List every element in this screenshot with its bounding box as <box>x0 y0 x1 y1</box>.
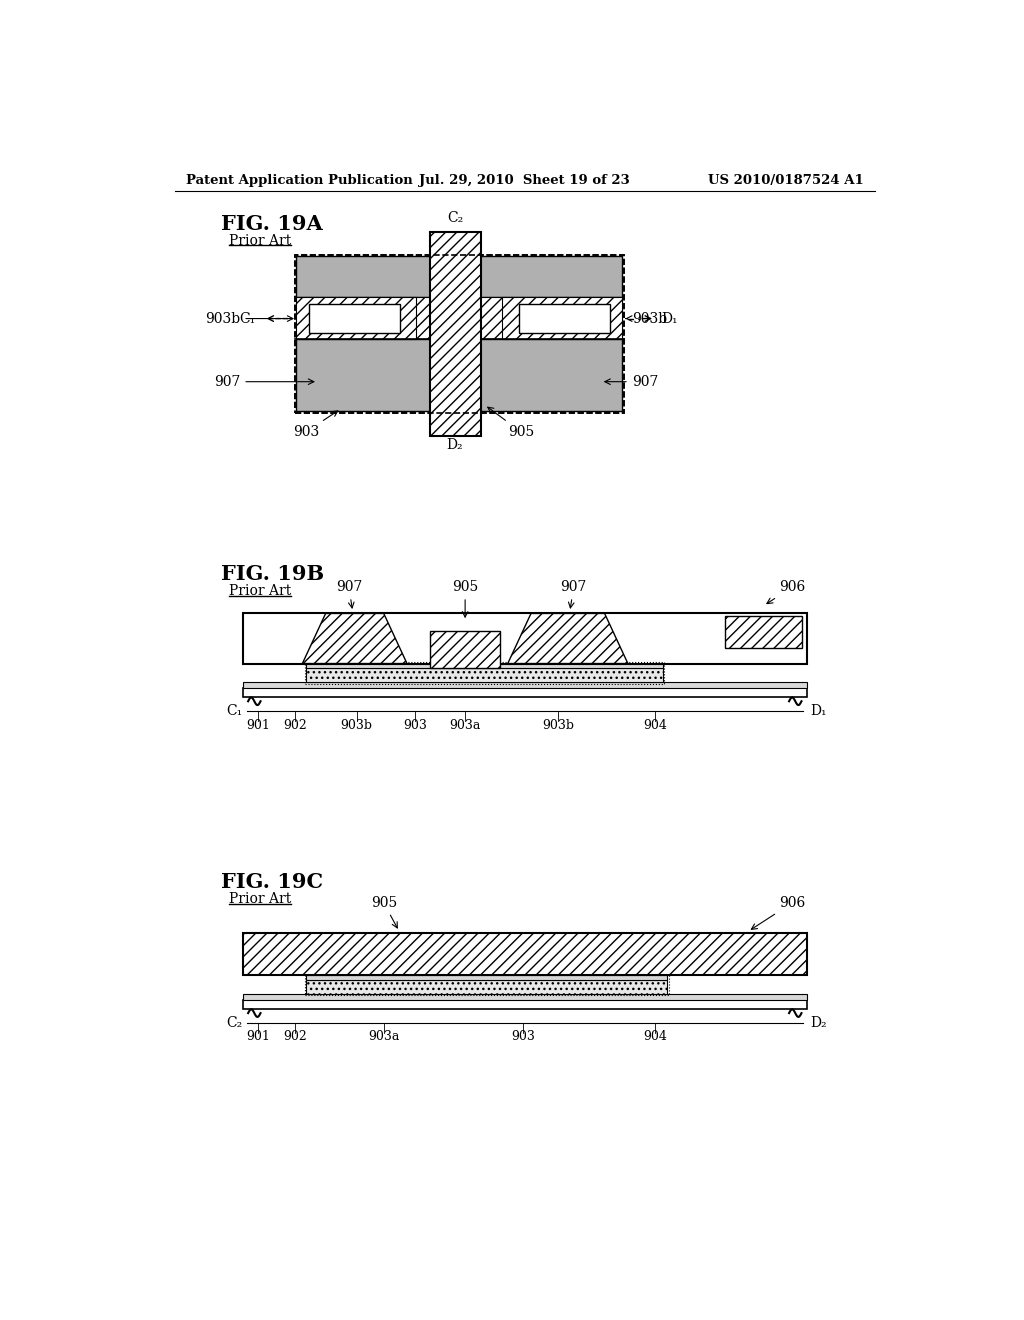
Text: 907: 907 <box>605 375 658 388</box>
Text: 903: 903 <box>293 411 338 438</box>
Bar <box>306 664 663 668</box>
Text: FIG. 19B: FIG. 19B <box>221 564 325 585</box>
Text: Patent Application Publication: Patent Application Publication <box>186 174 413 187</box>
Bar <box>306 979 668 994</box>
Text: 901: 901 <box>246 1031 270 1044</box>
Polygon shape <box>508 614 628 664</box>
Bar <box>518 304 610 333</box>
Text: 906: 906 <box>767 581 805 603</box>
Text: 903b: 903b <box>341 718 373 731</box>
Bar <box>305 975 669 995</box>
Bar <box>725 615 802 648</box>
Bar <box>243 688 807 697</box>
Bar <box>295 255 624 412</box>
Text: US 2010/0187524 A1: US 2010/0187524 A1 <box>709 174 864 187</box>
Text: FIG. 19A: FIG. 19A <box>221 214 323 234</box>
Polygon shape <box>302 614 407 664</box>
Text: 905: 905 <box>371 896 397 928</box>
Text: C₂: C₂ <box>226 1016 243 1030</box>
Text: C₂: C₂ <box>446 211 463 226</box>
Text: D₁: D₁ <box>662 312 678 326</box>
Bar <box>243 614 807 664</box>
Text: Prior Art: Prior Art <box>228 234 291 248</box>
Text: 903: 903 <box>402 718 427 731</box>
Text: D₁: D₁ <box>811 705 827 718</box>
Bar <box>306 668 663 682</box>
Text: 901: 901 <box>246 718 270 731</box>
Bar <box>306 975 668 979</box>
Text: D₂: D₂ <box>811 1016 827 1030</box>
Text: 904: 904 <box>643 718 667 731</box>
Text: Prior Art: Prior Art <box>228 892 291 906</box>
Text: D₂: D₂ <box>446 438 464 451</box>
Text: 902: 902 <box>284 718 307 731</box>
Text: 903b: 903b <box>626 312 667 326</box>
Text: 903b: 903b <box>205 312 293 326</box>
Text: 903a: 903a <box>368 1031 399 1044</box>
Text: 905: 905 <box>452 581 478 618</box>
Text: Prior Art: Prior Art <box>228 585 291 598</box>
Text: 903: 903 <box>511 1031 536 1044</box>
Text: Jul. 29, 2010  Sheet 19 of 23: Jul. 29, 2010 Sheet 19 of 23 <box>420 174 630 187</box>
Text: 906: 906 <box>752 896 805 929</box>
Bar <box>308 304 400 333</box>
Bar <box>243 1001 807 1010</box>
Text: 907: 907 <box>560 581 587 609</box>
Text: C₁: C₁ <box>226 705 243 718</box>
Text: 907: 907 <box>336 581 362 609</box>
Text: 902: 902 <box>284 1031 307 1044</box>
Text: 905: 905 <box>487 407 534 438</box>
Bar <box>430 231 480 436</box>
Bar <box>430 631 500 668</box>
Text: FIG. 19C: FIG. 19C <box>221 873 324 892</box>
Bar <box>243 994 807 1001</box>
Bar <box>305 663 665 684</box>
Bar <box>295 255 624 412</box>
Bar <box>503 297 623 339</box>
Bar <box>296 256 623 297</box>
Text: 903b: 903b <box>542 718 574 731</box>
Text: 904: 904 <box>643 1031 667 1044</box>
Bar <box>296 297 417 339</box>
Text: C₁: C₁ <box>240 312 256 326</box>
Text: 907: 907 <box>214 375 313 388</box>
Bar <box>296 297 623 339</box>
Text: 903a: 903a <box>450 718 481 731</box>
Bar <box>296 339 623 411</box>
Bar <box>243 682 807 688</box>
Bar <box>243 933 807 975</box>
